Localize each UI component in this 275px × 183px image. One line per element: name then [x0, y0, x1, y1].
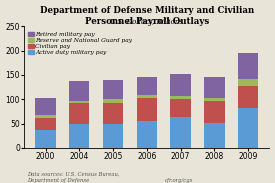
Bar — [69, 81, 89, 101]
Bar — [170, 96, 191, 99]
Bar — [170, 74, 191, 96]
Legend: Retired military pay, Reserve and National Guard pay, Civilian pay, Active duty : Retired military pay, Reserve and Nation… — [27, 32, 133, 56]
Bar — [35, 130, 56, 148]
Bar — [238, 79, 258, 86]
Bar — [103, 103, 123, 124]
Title: Department of Defense Military and Civilian
Personnel Payroll Outlays: Department of Defense Military and Civil… — [40, 5, 254, 26]
Bar — [204, 101, 224, 123]
Bar — [204, 98, 224, 101]
Bar — [69, 101, 89, 103]
Bar — [238, 108, 258, 148]
Bar — [238, 53, 258, 79]
Bar — [69, 103, 89, 124]
Bar — [103, 99, 123, 103]
Bar — [170, 99, 191, 117]
Bar — [103, 80, 123, 99]
Text: U.S. Dollars, Billions: U.S. Dollars, Billions — [110, 17, 183, 25]
Bar — [35, 115, 56, 118]
Bar — [103, 124, 123, 148]
Bar — [35, 118, 56, 130]
Bar — [137, 77, 157, 95]
Text: Data sources: U.S. Census Bureau,
Department of Defense: Data sources: U.S. Census Bureau, Depart… — [28, 172, 120, 183]
Text: cfr.org/cgs: cfr.org/cgs — [165, 178, 193, 183]
Bar — [137, 98, 157, 121]
Bar — [137, 121, 157, 148]
Bar — [170, 117, 191, 148]
Bar — [69, 124, 89, 148]
Bar — [35, 98, 56, 115]
Bar — [137, 95, 157, 98]
Bar — [204, 77, 224, 98]
Bar — [204, 123, 224, 148]
Bar — [238, 86, 258, 108]
